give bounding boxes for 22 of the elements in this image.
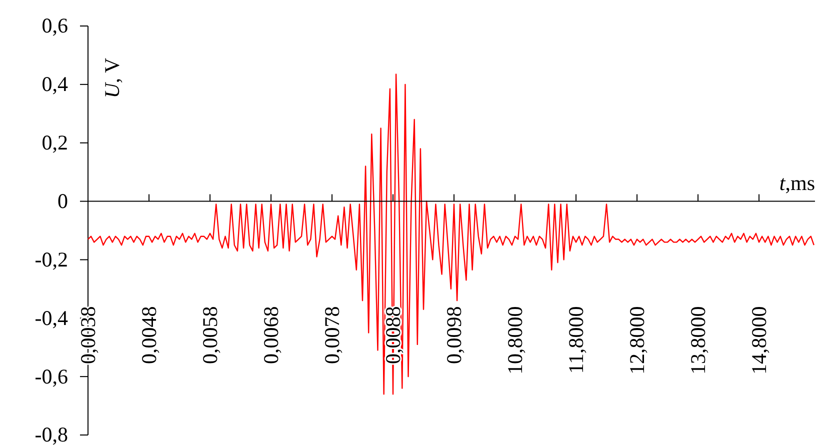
- y-axis-title: U, V: [100, 58, 124, 98]
- y-tick-label: 0: [58, 189, 68, 214]
- x-tick-label: 0,0088: [381, 306, 405, 364]
- y-tick-label: -0,6: [34, 364, 68, 388]
- x-axis-title: t,ms: [779, 171, 815, 195]
- y-tick-label: -0,8: [34, 422, 68, 447]
- x-tick-label: 12,8000: [625, 306, 649, 375]
- x-tick-label: 13,8000: [686, 306, 710, 375]
- x-tick-label: 0,0048: [137, 306, 161, 364]
- x-tick-label: 0,0078: [320, 306, 344, 364]
- x-tick-label: 0,0098: [442, 306, 466, 364]
- y-tick-label: -0,2: [34, 247, 68, 272]
- y-tick-label: 0,6: [42, 14, 68, 38]
- x-tick-label: 0,0058: [198, 306, 222, 364]
- y-tick-label: 0,4: [42, 72, 68, 96]
- x-tick-label: 0,0068: [259, 306, 283, 364]
- x-tick-label: 10,8000: [503, 306, 527, 375]
- x-tick-label: 0,0038: [76, 306, 100, 364]
- y-tick-label: 0,2: [42, 130, 68, 155]
- y-tick-label: -0,4: [34, 306, 68, 330]
- x-tick-label: 11,8000: [564, 306, 588, 374]
- x-tick-label: 14,8000: [747, 306, 771, 375]
